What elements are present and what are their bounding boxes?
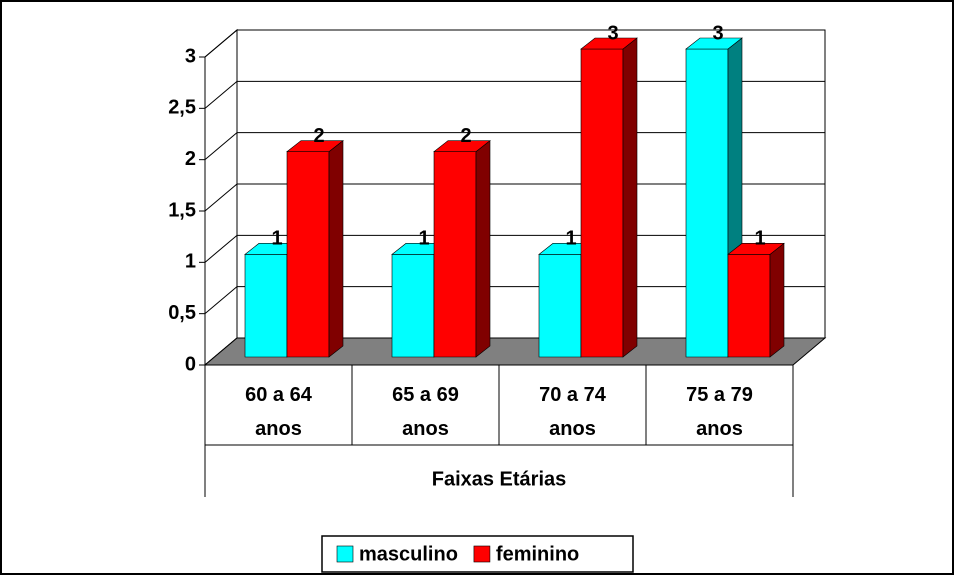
grid-line bbox=[204, 234, 238, 263]
value-label: 1 bbox=[271, 228, 282, 250]
bar-front bbox=[286, 151, 330, 358]
bar-top bbox=[580, 37, 638, 50]
value-label: 3 bbox=[607, 22, 618, 44]
x-axis-title: Faixas Etárias bbox=[432, 468, 567, 490]
x-tick-text: 60 a 64 anos bbox=[245, 384, 312, 440]
bar-front bbox=[391, 254, 435, 358]
value-label: 1 bbox=[418, 228, 429, 250]
bar-top bbox=[286, 140, 344, 152]
x-tick-text: 70 a 74 anos bbox=[539, 384, 606, 440]
x-tick-text: 75 a 79 anos bbox=[686, 384, 753, 440]
x-tick-label: 75 a 79 anos bbox=[646, 378, 793, 446]
value-label: 3 bbox=[712, 22, 723, 44]
y-tick-label: 2,5 bbox=[168, 97, 196, 119]
legend-label: masculino bbox=[359, 543, 458, 565]
grid-line bbox=[204, 286, 238, 315]
bar-front bbox=[727, 254, 771, 358]
bar bbox=[727, 242, 785, 358]
bar-top bbox=[727, 243, 785, 255]
bar-top bbox=[685, 37, 743, 50]
grid-line bbox=[204, 29, 238, 58]
value-label: 1 bbox=[565, 228, 576, 250]
value-label: 1 bbox=[754, 228, 765, 250]
value-label: 2 bbox=[313, 125, 324, 147]
y-tick-label: 3 bbox=[185, 45, 196, 67]
grid-line bbox=[204, 183, 238, 212]
grid-line bbox=[204, 80, 238, 109]
bar-front bbox=[580, 48, 624, 358]
bar-front bbox=[244, 254, 288, 358]
x-tick-label: 65 a 69 anos bbox=[352, 378, 499, 446]
x-tick-label: 60 a 64 anos bbox=[205, 378, 352, 446]
bar-front bbox=[538, 254, 582, 358]
bar-top bbox=[433, 140, 491, 152]
bar-front bbox=[685, 48, 729, 358]
bar-side bbox=[622, 37, 638, 358]
bar-side bbox=[328, 140, 344, 358]
bar bbox=[580, 37, 638, 358]
value-label: 2 bbox=[460, 125, 471, 147]
grid-line bbox=[204, 132, 238, 161]
legend-swatch bbox=[473, 545, 491, 563]
bar bbox=[433, 140, 491, 358]
y-tick-label: 0,5 bbox=[168, 302, 196, 324]
legend-swatch bbox=[336, 545, 354, 563]
x-tick-label: 70 a 74 anos bbox=[499, 378, 646, 446]
bar-side bbox=[475, 140, 491, 358]
bar bbox=[286, 140, 344, 358]
x-tick-text: 65 a 69 anos bbox=[392, 384, 459, 440]
y-tick-label: 2 bbox=[185, 148, 196, 170]
y-tick-label: 1 bbox=[185, 251, 196, 273]
y-tick-label: 1,5 bbox=[168, 199, 196, 221]
legend-label: feminino bbox=[496, 543, 579, 565]
bar-front bbox=[433, 151, 477, 358]
y-tick-label: 0 bbox=[185, 353, 196, 375]
bar-side bbox=[769, 242, 785, 358]
